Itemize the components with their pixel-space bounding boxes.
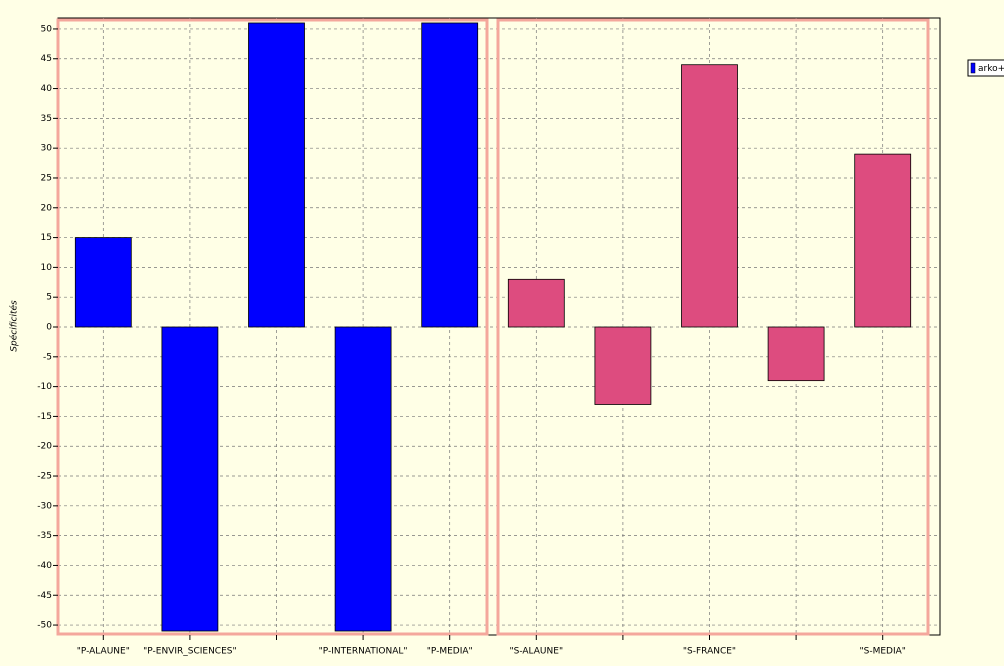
legend — [967, 59, 1004, 77]
x-tick-label: "S-MEDIA" — [859, 647, 905, 657]
x-tick-label: "S-ALAUNE" — [510, 647, 564, 657]
bar — [854, 153, 912, 328]
y-tick-label: 0 — [46, 323, 52, 333]
y-tick-label: -15 — [37, 412, 52, 422]
y-tick-label: 15 — [41, 233, 52, 243]
x-tick-label: "P-ENVIR_SCIENCES" — [143, 647, 237, 657]
y-tick-label: 50 — [41, 24, 53, 34]
x-tick-label: "P-MEDIA" — [427, 647, 473, 657]
y-tick-label: 45 — [41, 54, 52, 64]
y-tick-label: -25 — [37, 472, 52, 482]
x-tick-label: "P-INTERNATIONAL" — [319, 647, 408, 657]
y-tick-label: 20 — [41, 203, 53, 213]
bar — [161, 326, 219, 632]
y-tick-label: -10 — [37, 382, 52, 392]
y-tick-label: -45 — [37, 591, 52, 601]
y-tick-label: -50 — [37, 621, 52, 631]
y-tick-label: -40 — [37, 561, 52, 571]
y-tick-label: -20 — [37, 442, 52, 452]
y-tick-label: 30 — [41, 144, 53, 154]
group-box — [496, 18, 930, 636]
bar — [248, 22, 305, 328]
y-axis-label: Spécificités — [9, 300, 20, 352]
bar — [334, 326, 392, 632]
y-tick-label: -30 — [37, 501, 52, 511]
bar — [74, 237, 132, 328]
y-tick-label: -5 — [43, 352, 52, 362]
y-tick-label: 10 — [41, 263, 53, 273]
x-tick-label: "P-ALAUNE" — [77, 647, 130, 657]
y-tick-label: 5 — [46, 293, 52, 303]
y-tick-label: 40 — [41, 84, 53, 94]
bar — [594, 326, 652, 405]
bar — [767, 326, 825, 382]
bars — [74, 22, 912, 632]
bar — [681, 64, 738, 328]
legend-label: arko+ — [978, 64, 1004, 74]
y-tick-label: 25 — [41, 173, 52, 183]
x-tick-label: "S-FRANCE" — [683, 647, 736, 657]
bar — [507, 278, 565, 328]
bar — [421, 22, 479, 328]
y-tick-label: -35 — [37, 531, 52, 541]
legend-swatch — [970, 62, 976, 74]
y-tick-label: 35 — [41, 114, 52, 124]
